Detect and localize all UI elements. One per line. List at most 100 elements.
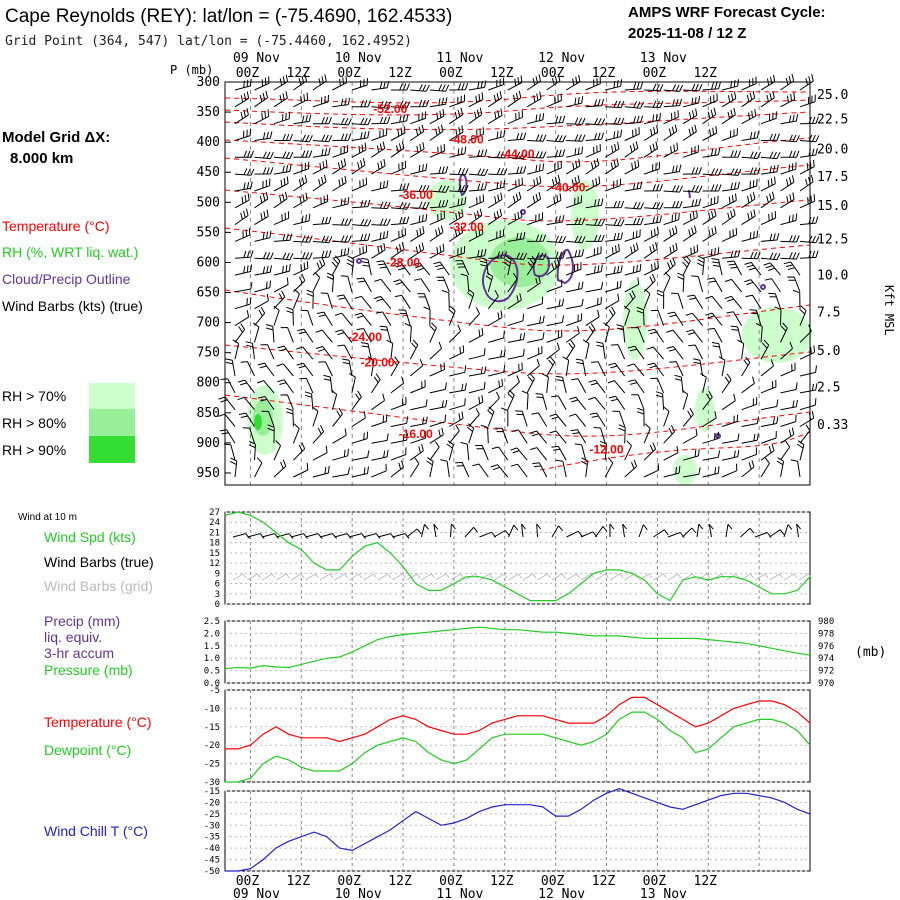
wind-barb	[741, 447, 757, 461]
wind-barb	[702, 147, 721, 158]
wind-barb	[337, 344, 353, 360]
wind-barb	[555, 459, 567, 478]
wind-barb	[468, 194, 484, 209]
wind-barb	[254, 280, 271, 293]
wind-barb	[643, 161, 660, 175]
wind-barb	[468, 408, 480, 427]
wind-barb	[643, 260, 659, 276]
wind-barb	[410, 431, 427, 444]
surface-grid-barb	[392, 573, 406, 581]
surface-grid-barb	[363, 573, 377, 581]
wind-barb	[449, 167, 469, 176]
wind-barb	[410, 111, 427, 125]
date-label-bottom: 09 Nov	[233, 887, 280, 900]
wind-barb	[429, 143, 445, 158]
date-label-top: 13 Nov	[640, 51, 687, 66]
wind-barb	[429, 427, 444, 444]
wind-barb	[218, 396, 236, 411]
wind-barb	[702, 184, 722, 192]
wind-barb	[371, 393, 385, 411]
wind-barb	[488, 77, 505, 91]
wind-barb	[245, 341, 255, 360]
temperature-label: -24.00	[348, 330, 382, 344]
wind-barb	[371, 158, 386, 175]
wind-barb	[390, 416, 409, 427]
wind-barb	[429, 97, 448, 108]
wind-barb	[546, 174, 561, 192]
altitude-tick: 0.33	[817, 418, 848, 433]
date-label-top: 10 Nov	[335, 51, 382, 66]
wind-barb	[360, 342, 372, 360]
wind-barb	[507, 110, 523, 125]
wind-barb	[595, 341, 606, 360]
temperature-label: -52.00	[373, 102, 407, 116]
wind-barb	[546, 298, 565, 310]
wind-barb	[721, 208, 736, 226]
wind-barb	[755, 322, 763, 343]
wind-barb	[721, 449, 740, 461]
wind-barb	[371, 201, 391, 209]
wind-barb	[683, 167, 702, 175]
wind-barb	[526, 175, 542, 192]
temperature-label: -32.00	[450, 220, 484, 234]
wind-barb	[531, 412, 548, 427]
y-tick-label: 27	[209, 508, 220, 518]
wind-barb	[546, 73, 561, 91]
wind-barb	[312, 174, 327, 192]
wind-barb	[312, 134, 333, 143]
wind-barb	[799, 174, 814, 192]
wind-barb	[351, 450, 370, 461]
wind-barb	[234, 297, 252, 310]
wind-barb	[429, 211, 445, 226]
wind-barb	[760, 176, 776, 192]
wind-barb	[682, 448, 700, 461]
wind-barb	[702, 168, 722, 176]
wind-barb	[466, 288, 475, 309]
wind-barb	[631, 327, 645, 343]
wind-barb	[527, 346, 543, 360]
wind-barb	[254, 109, 270, 125]
wind-barb	[332, 97, 351, 108]
wind-barb	[273, 440, 282, 461]
wind-barb	[254, 293, 269, 310]
surface-barb	[334, 533, 352, 539]
legend-wind-speed: Wind Spd (kts)	[44, 529, 136, 545]
wind-barb	[521, 390, 529, 410]
wind-barb	[624, 115, 644, 125]
wind-barb	[507, 151, 528, 160]
wind-barb	[286, 306, 294, 326]
surface-barb	[622, 523, 627, 538]
wind-barb	[760, 210, 777, 226]
wind-barb	[623, 305, 631, 326]
wind-barb	[663, 445, 679, 461]
wind-barb	[410, 399, 428, 411]
wind-barb	[741, 167, 761, 175]
wind-barb	[449, 365, 467, 377]
wind-barb	[371, 243, 386, 259]
wind-barb	[663, 98, 683, 108]
wind-barb	[624, 290, 636, 310]
top-time-labels: 00Z 12Z 00Z 12Z 00Z 12Z 00Z 12Z 00Z 12Z 09 Nov 10 N…	[233, 51, 717, 81]
wind-barb	[351, 410, 366, 427]
wind-barb	[488, 251, 508, 259]
y-tick-label: -20	[204, 741, 220, 751]
wind-barb	[351, 218, 372, 227]
surface-barb	[363, 533, 381, 539]
wind-barb	[527, 234, 547, 242]
wind-barb	[546, 93, 562, 108]
surface-grid-barb	[435, 573, 450, 581]
pressure-tick: 974	[818, 654, 834, 664]
wind-barb	[351, 130, 370, 141]
wind-barb	[722, 433, 740, 444]
wind-barb	[605, 79, 623, 91]
wind-barb	[760, 90, 775, 108]
time-label-top: 12Z	[490, 66, 514, 81]
wind-barb	[312, 159, 328, 175]
wind-barb	[273, 277, 289, 293]
wind-barb	[644, 215, 662, 226]
wind-barb	[566, 281, 584, 293]
time-label-bottom: 12Z	[388, 874, 412, 889]
wind-barb	[468, 208, 483, 226]
surface-grid-barb	[377, 573, 392, 581]
